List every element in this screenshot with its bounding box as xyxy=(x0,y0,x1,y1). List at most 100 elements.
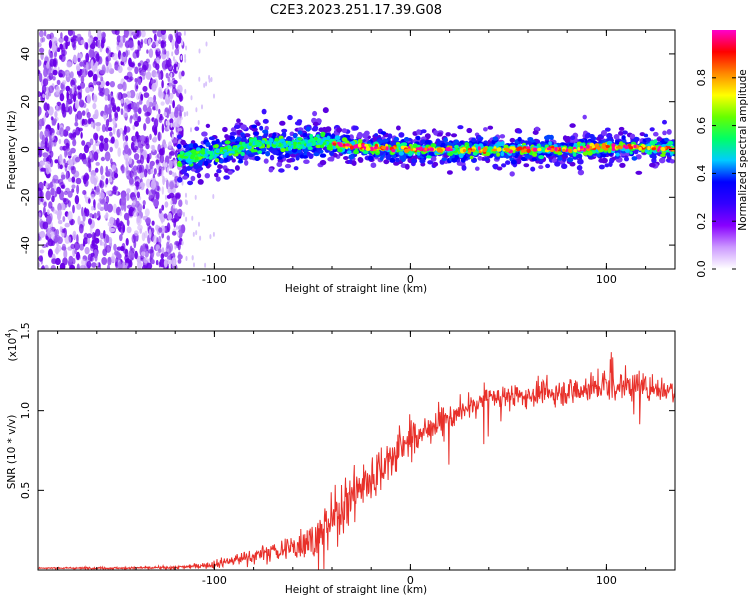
noise-speckle xyxy=(181,240,184,246)
spectrogram-signal-point xyxy=(328,143,333,148)
noise-speckle xyxy=(152,106,157,111)
noise-speckle xyxy=(165,120,168,126)
spectrogram-signal-point xyxy=(446,170,453,175)
noise-speckle xyxy=(76,203,82,210)
spectrogram-signal-point xyxy=(313,136,318,141)
spectrogram-signal-point xyxy=(619,162,626,168)
noise-speckle xyxy=(67,30,73,37)
noise-speckle xyxy=(120,35,123,43)
spectrogram-signal-point xyxy=(234,149,238,154)
spectrogram-signal-point xyxy=(492,148,497,152)
spectrogram-signal-point xyxy=(331,133,336,139)
noise-speckle xyxy=(172,171,175,177)
noise-speckle xyxy=(73,90,78,96)
noise-speckle xyxy=(111,30,118,35)
noise-speckle xyxy=(155,103,159,112)
noise-speckle xyxy=(179,105,184,113)
spectrogram-signal-point xyxy=(274,137,279,142)
noise-speckle xyxy=(75,177,82,185)
spectrogram-signal-point xyxy=(295,155,300,161)
noise-speckle xyxy=(44,128,50,138)
spectrogram-signal-point xyxy=(284,163,292,169)
noise-speckle xyxy=(152,30,157,34)
spectrogram-signal-point xyxy=(264,141,270,145)
noise-speckle xyxy=(164,33,167,39)
spectrogram-signal-point xyxy=(343,156,349,160)
noise-speckle xyxy=(164,143,168,149)
spectrogram-signal-point xyxy=(311,127,318,132)
spectrogram-signal-point xyxy=(447,151,453,157)
noise-speckle xyxy=(99,79,105,89)
noise-speckle xyxy=(136,191,141,199)
noise-speckle xyxy=(43,114,47,123)
noise-speckle xyxy=(184,88,187,94)
spectrogram-signal-point xyxy=(204,153,208,157)
noise-speckle xyxy=(45,110,48,117)
noise-speckle xyxy=(49,213,53,222)
noise-speckle xyxy=(144,230,148,239)
spectrogram-signal-point xyxy=(532,147,538,152)
spectrogram-signal-point xyxy=(243,133,251,138)
noise-speckle xyxy=(132,200,136,206)
noise-speckle xyxy=(143,257,149,264)
noise-speckle xyxy=(72,129,77,139)
noise-speckle xyxy=(74,99,79,110)
noise-speckle xyxy=(44,264,49,269)
spectrogram-signal-point xyxy=(385,146,389,151)
noise-speckle xyxy=(45,164,50,175)
noise-speckle xyxy=(46,209,50,216)
spectrogram-signal-point xyxy=(621,130,628,135)
spectrogram-signal-point xyxy=(598,158,605,163)
spectrogram-signal-point xyxy=(177,176,183,183)
spectrogram-signal-point xyxy=(595,136,602,141)
noise-speckle xyxy=(181,180,184,186)
noise-speckle xyxy=(165,72,169,79)
noise-speckle xyxy=(142,200,146,206)
noise-speckle xyxy=(92,73,98,82)
spectrogram-signal-point xyxy=(611,144,615,149)
noise-speckle xyxy=(109,228,116,233)
spectrogram-signal-point xyxy=(591,145,596,149)
spectrogram-signal-point xyxy=(624,145,629,150)
noise-speckle xyxy=(178,199,183,207)
spectrogram-signal-point xyxy=(279,120,286,126)
spectrogram-signal-point xyxy=(255,122,261,126)
noise-speckle xyxy=(63,249,68,259)
spectrogram-signal-point xyxy=(269,154,275,161)
noise-speckle xyxy=(167,50,170,56)
noise-speckle xyxy=(112,52,118,61)
spectrogram-signal-point xyxy=(401,142,408,147)
noise-speckle xyxy=(174,244,177,250)
noise-speckle xyxy=(38,262,41,268)
spectrogram-x-axis: -100 0 100 xyxy=(57,30,647,286)
noise-speckle xyxy=(77,92,82,100)
noise-speckle xyxy=(93,36,98,41)
noise-speckle xyxy=(145,178,151,188)
noise-speckle xyxy=(83,232,89,240)
spectrogram-signal-point xyxy=(391,148,396,153)
spectrogram-signal-point xyxy=(339,144,343,148)
spectrogram-signal-point xyxy=(499,134,506,139)
noise-speckle xyxy=(58,139,62,144)
noise-speckle xyxy=(46,61,50,69)
noise-speckle xyxy=(117,83,124,90)
snr-y-multiplier-base: (x10 xyxy=(7,338,19,362)
noise-speckle xyxy=(105,125,110,132)
spectrogram-signal-point xyxy=(496,166,503,171)
noise-speckle xyxy=(125,158,129,167)
spectrogram-signal-point xyxy=(320,131,326,136)
noise-speckle xyxy=(163,111,167,117)
spectrogram-signal-point xyxy=(419,146,423,151)
noise-speckle xyxy=(167,212,173,221)
noise-speckle xyxy=(100,241,106,246)
spectrogram-signal-point xyxy=(440,142,446,147)
spectrogram-signal-point xyxy=(562,148,566,152)
noise-speckle xyxy=(159,154,165,164)
noise-speckle xyxy=(80,132,83,139)
noise-speckle xyxy=(74,249,77,255)
noise-speckle xyxy=(103,214,108,219)
spectrogram-signal-point xyxy=(577,158,584,165)
spectrogram-signal-point xyxy=(192,143,198,149)
noise-speckle xyxy=(54,111,58,118)
noise-speckle xyxy=(48,249,53,256)
